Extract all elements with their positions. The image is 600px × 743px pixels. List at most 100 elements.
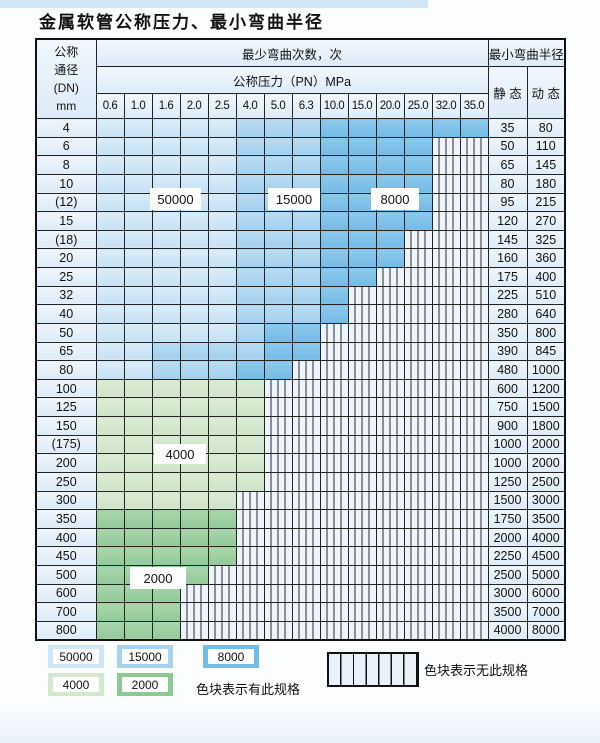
- cell-2000: [123, 527, 153, 548]
- cell-15000: [207, 341, 237, 362]
- cell-15000: [263, 136, 293, 157]
- cell-15000: [263, 304, 293, 324]
- cell-no-spec: [459, 229, 489, 250]
- pressure-col-32.0: 32.0: [431, 93, 461, 119]
- cell-50000: [95, 341, 125, 362]
- table-row-dn-6: 6 50 110: [35, 136, 566, 157]
- cell-4000: [151, 397, 181, 417]
- static-value: 4000: [487, 620, 528, 641]
- dn-label: 40: [35, 304, 97, 324]
- cell-50000: [95, 155, 125, 175]
- table-row-dn-350: 350 1750 3500: [35, 509, 566, 529]
- cell-4000: [123, 471, 153, 492]
- cell-no-spec: [291, 434, 321, 455]
- cell-8000: [347, 248, 377, 268]
- cell-no-spec: [347, 565, 377, 585]
- cell-4000: [95, 434, 125, 455]
- static-value: 175: [487, 267, 528, 287]
- pressure-col-5.0: 5.0: [263, 93, 293, 119]
- legend-swatch-15000: 15000: [117, 645, 173, 668]
- cell-no-spec: [459, 397, 489, 417]
- cell-50000: [123, 155, 153, 175]
- cell-no-spec: [347, 397, 377, 417]
- cell-4000: [207, 490, 237, 511]
- cell-no-spec: [459, 211, 489, 231]
- cell-no-spec: [431, 211, 461, 231]
- cell-no-spec: [431, 453, 461, 473]
- cell-no-spec: [235, 620, 265, 641]
- cell-50000: [95, 248, 125, 268]
- cell-no-spec: [403, 397, 433, 417]
- cell-50000: [95, 360, 125, 380]
- table-row-dn-32: 32 225 510: [35, 285, 566, 306]
- cell-no-spec: [403, 304, 433, 324]
- cell-no-spec: [431, 304, 461, 324]
- cell-50000: [95, 211, 125, 231]
- cell-no-spec: [403, 378, 433, 399]
- cell-50000: [151, 136, 181, 157]
- cell-no-spec: [263, 490, 293, 511]
- cell-8000: [347, 229, 377, 250]
- cell-no-spec: [459, 546, 489, 566]
- dn-label: 200: [35, 453, 97, 473]
- dn-label: 4: [35, 118, 97, 138]
- bottom-decoration-wash: [0, 705, 600, 743]
- dn-label: 65: [35, 341, 97, 362]
- cell-no-spec: [375, 322, 405, 343]
- cell-no-spec: [319, 322, 349, 343]
- cell-50000: [207, 136, 237, 157]
- header-row-1: 公称 通径 (DN) mm 最少弯曲次数，次 最小弯曲半径: [35, 38, 566, 119]
- cell-no-spec: [235, 583, 265, 604]
- dn-label: 700: [35, 602, 97, 622]
- cell-15000: [291, 304, 321, 324]
- top-decoration-strip: [0, 0, 428, 8]
- dynamic-value: 6000: [526, 583, 566, 604]
- cell-4000: [207, 453, 237, 473]
- cell-8000: [347, 267, 377, 287]
- cell-no-spec: [431, 155, 461, 175]
- cell-no-spec: [263, 378, 293, 399]
- dynamic-column-header: 动 态: [526, 66, 566, 119]
- dynamic-value: 325: [526, 229, 566, 250]
- pressure-col-4.0: 4.0: [235, 93, 265, 119]
- cell-no-spec: [375, 416, 405, 436]
- cell-no-spec: [347, 304, 377, 324]
- cell-50000: [151, 229, 181, 250]
- cell-no-spec: [403, 602, 433, 622]
- dn-label: 15: [35, 211, 97, 231]
- cell-no-spec: [403, 620, 433, 641]
- cell-50000: [179, 248, 209, 268]
- cell-4000: [179, 490, 209, 511]
- cell-no-spec: [459, 527, 489, 548]
- cell-no-spec: [375, 602, 405, 622]
- cell-no-spec: [403, 565, 433, 585]
- dn-label: (18): [35, 229, 97, 250]
- dynamic-value: 4500: [526, 546, 566, 566]
- cell-4000: [151, 471, 181, 492]
- corner-header: 公称 通径 (DN) mm: [35, 38, 97, 119]
- cell-4000: [235, 471, 265, 492]
- corner-line3: (DN): [53, 81, 79, 95]
- cell-50000: [95, 229, 125, 250]
- cell-15000: [235, 267, 265, 287]
- dynamic-value: 8000: [526, 620, 566, 641]
- corner-line4: mm: [56, 99, 77, 113]
- pressure-bend-table: 公称 通径 (DN) mm 最少弯曲次数，次 最小弯曲半径 公称压力（PN）MP…: [35, 38, 566, 641]
- cell-8000: [403, 136, 433, 157]
- cell-50000: [95, 118, 125, 138]
- cell-8000: [431, 118, 461, 138]
- cell-4000: [207, 378, 237, 399]
- static-value: 2500: [487, 565, 528, 585]
- cell-no-spec: [375, 285, 405, 306]
- cell-no-spec: [431, 378, 461, 399]
- cell-no-spec: [375, 546, 405, 566]
- cell-8000: [319, 118, 349, 138]
- cell-no-spec: [347, 546, 377, 566]
- cell-4000: [95, 490, 125, 511]
- cell-4000: [207, 416, 237, 436]
- cell-15000: [235, 192, 265, 213]
- cell-2000: [123, 602, 153, 622]
- dynamic-value: 80: [526, 118, 566, 138]
- cell-no-spec: [207, 583, 237, 604]
- table-row-dn-20: 20 160 360: [35, 248, 566, 268]
